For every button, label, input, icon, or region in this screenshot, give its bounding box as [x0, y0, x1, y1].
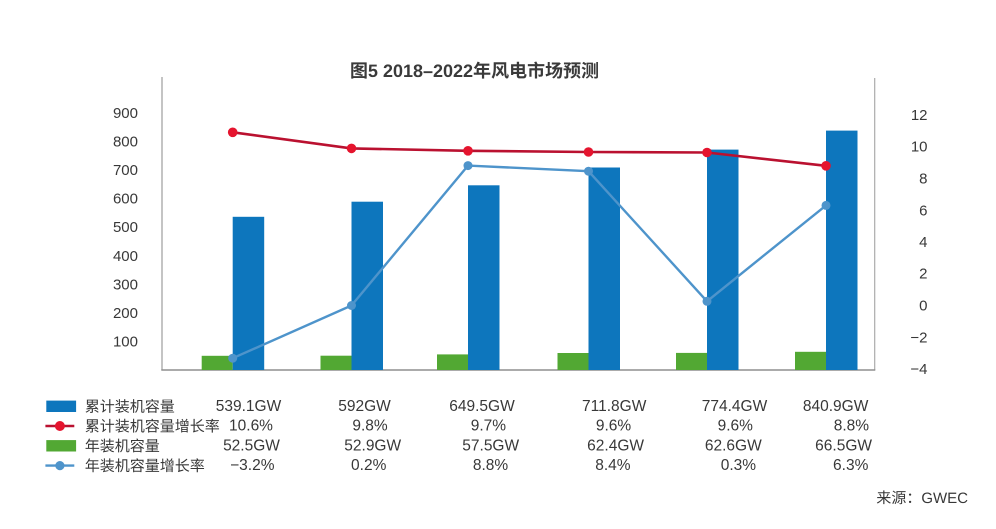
- svg-text:500: 500: [113, 219, 138, 236]
- svg-text:800: 800: [113, 134, 138, 151]
- svg-text:300: 300: [113, 276, 138, 293]
- svg-text:0.2%: 0.2%: [351, 457, 387, 474]
- svg-text:−4: −4: [910, 361, 927, 378]
- svg-text:66.5GW: 66.5GW: [815, 437, 872, 454]
- svg-text:9.6%: 9.6%: [718, 418, 754, 435]
- svg-text:9.6%: 9.6%: [596, 418, 632, 435]
- svg-text:840.9GW: 840.9GW: [803, 398, 869, 415]
- svg-text:52.9GW: 52.9GW: [344, 437, 401, 454]
- svg-text:6: 6: [919, 202, 927, 219]
- svg-text:900: 900: [113, 105, 138, 122]
- svg-text:592GW: 592GW: [338, 398, 391, 415]
- svg-text:0: 0: [919, 298, 927, 315]
- svg-text:52.5GW: 52.5GW: [223, 437, 280, 454]
- svg-text:649.5GW: 649.5GW: [449, 398, 515, 415]
- svg-text:8: 8: [919, 171, 927, 188]
- svg-text:600: 600: [113, 191, 138, 208]
- svg-text:200: 200: [113, 305, 138, 322]
- svg-text:10.6%: 10.6%: [229, 418, 273, 435]
- svg-text:62.4GW: 62.4GW: [587, 437, 644, 454]
- svg-text:57.5GW: 57.5GW: [462, 437, 519, 454]
- svg-text:8.4%: 8.4%: [595, 457, 631, 474]
- svg-text:−2: −2: [910, 329, 927, 346]
- svg-text:6.3%: 6.3%: [833, 457, 869, 474]
- svg-text:2: 2: [919, 266, 927, 283]
- svg-text:711.8GW: 711.8GW: [582, 398, 647, 415]
- svg-text:9.7%: 9.7%: [471, 418, 507, 435]
- svg-text:4: 4: [919, 234, 927, 251]
- svg-text:−3.2%: −3.2%: [230, 457, 275, 474]
- svg-text:9.8%: 9.8%: [352, 418, 388, 435]
- svg-text:700: 700: [113, 162, 138, 179]
- svg-text:8.8%: 8.8%: [834, 418, 870, 435]
- svg-text:62.6GW: 62.6GW: [705, 437, 762, 454]
- svg-text:400: 400: [113, 248, 138, 265]
- svg-text:12: 12: [911, 107, 928, 124]
- svg-text:100: 100: [113, 334, 138, 351]
- svg-text:774.4GW: 774.4GW: [702, 398, 768, 415]
- svg-text:539.1GW: 539.1GW: [216, 398, 282, 415]
- svg-text:0.3%: 0.3%: [721, 457, 757, 474]
- svg-text:10: 10: [911, 139, 928, 156]
- svg-text:8.8%: 8.8%: [473, 457, 509, 474]
